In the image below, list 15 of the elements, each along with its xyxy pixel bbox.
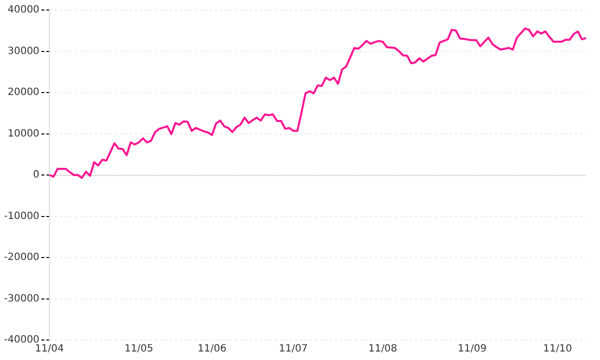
y-tick-label: 10000 <box>8 128 40 140</box>
y-tick-label: -30000 <box>4 293 40 304</box>
y-tick-label: 30000 <box>8 46 40 57</box>
x-tick-label: 11/07 <box>278 344 308 355</box>
y-tick-label: 0 <box>33 170 40 181</box>
y-tick-label: 40000 <box>8 4 40 16</box>
x-tick-label: 11/08 <box>368 344 398 355</box>
y-tick-label: 20000 <box>8 87 40 98</box>
x-tick-label: 11/05 <box>124 344 154 355</box>
y-tick-label: -20000 <box>4 252 40 264</box>
x-tick-label: 11/04 <box>35 344 64 355</box>
x-tick-label: 11/09 <box>458 344 487 355</box>
x-tick-label: 11/10 <box>543 344 572 355</box>
y-tick-label: -10000 <box>4 210 40 222</box>
x-tick-label: 11/06 <box>198 344 226 355</box>
